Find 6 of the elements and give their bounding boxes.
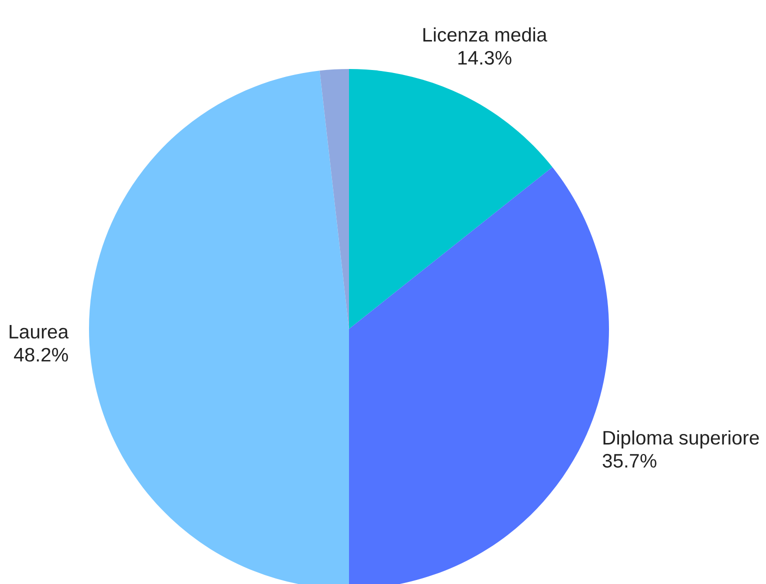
data-label: 14.3% [458,50,512,65]
slice-label: Diploma superiore [604,430,759,448]
data-label: 35.7% [602,454,656,468]
slice-label: Laurea [10,324,69,339]
slice-label: Licenza media [423,27,548,42]
data-label: 48.2% [14,348,68,362]
